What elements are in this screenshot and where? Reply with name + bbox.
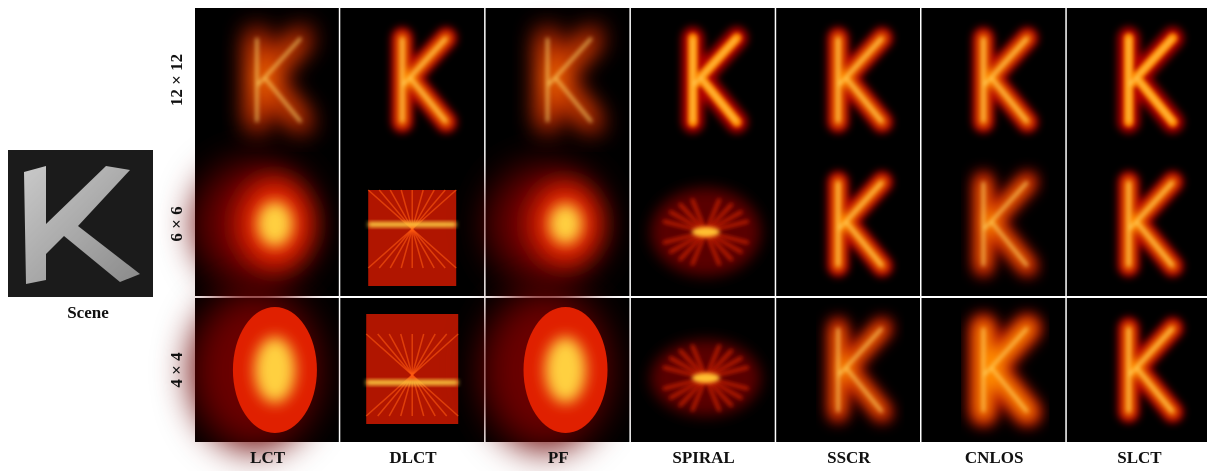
column-label: LCT xyxy=(250,448,286,467)
column-label: DLCT xyxy=(389,448,437,467)
hot xyxy=(366,380,458,385)
figure: Scene LCT DLCT PF SPIRAL SSCR CNLOS SLCT 12 × 1… xyxy=(0,0,1207,471)
result-image xyxy=(482,290,630,450)
row-label: 4 × 4 xyxy=(167,352,186,388)
column-label: CNLOS xyxy=(965,448,1024,467)
result-image xyxy=(486,152,630,296)
hot xyxy=(692,227,720,237)
hot xyxy=(692,373,720,383)
result-image xyxy=(340,298,484,442)
column-label: PF xyxy=(548,448,569,467)
row-label: 6 × 6 xyxy=(167,206,186,241)
row-label: 12 × 12 xyxy=(167,54,186,106)
result-image xyxy=(922,152,1066,296)
scene-label: Scene xyxy=(67,303,109,322)
result-image xyxy=(631,8,775,152)
scene-image xyxy=(8,150,153,297)
result-image xyxy=(340,152,484,296)
result-image xyxy=(922,8,1066,152)
column-label: SPIRAL xyxy=(672,448,734,467)
result-image xyxy=(776,8,920,152)
result-image xyxy=(631,152,775,296)
result-image xyxy=(1067,152,1207,296)
core xyxy=(257,201,293,247)
hot xyxy=(368,222,456,227)
result-image xyxy=(631,298,775,442)
result-image xyxy=(776,298,920,442)
result-grid xyxy=(191,8,1207,450)
result-image xyxy=(195,152,339,296)
result-image xyxy=(486,8,630,152)
result-image xyxy=(1067,298,1207,442)
core xyxy=(545,337,586,403)
result-image xyxy=(922,298,1066,442)
result-image xyxy=(195,8,339,152)
column-label: SSCR xyxy=(827,448,871,467)
result-image xyxy=(191,290,339,450)
result-image xyxy=(776,152,920,296)
result-image xyxy=(1067,8,1207,152)
core xyxy=(255,337,296,403)
result-image xyxy=(340,8,484,152)
column-label: SLCT xyxy=(1117,448,1162,467)
core xyxy=(549,204,583,245)
